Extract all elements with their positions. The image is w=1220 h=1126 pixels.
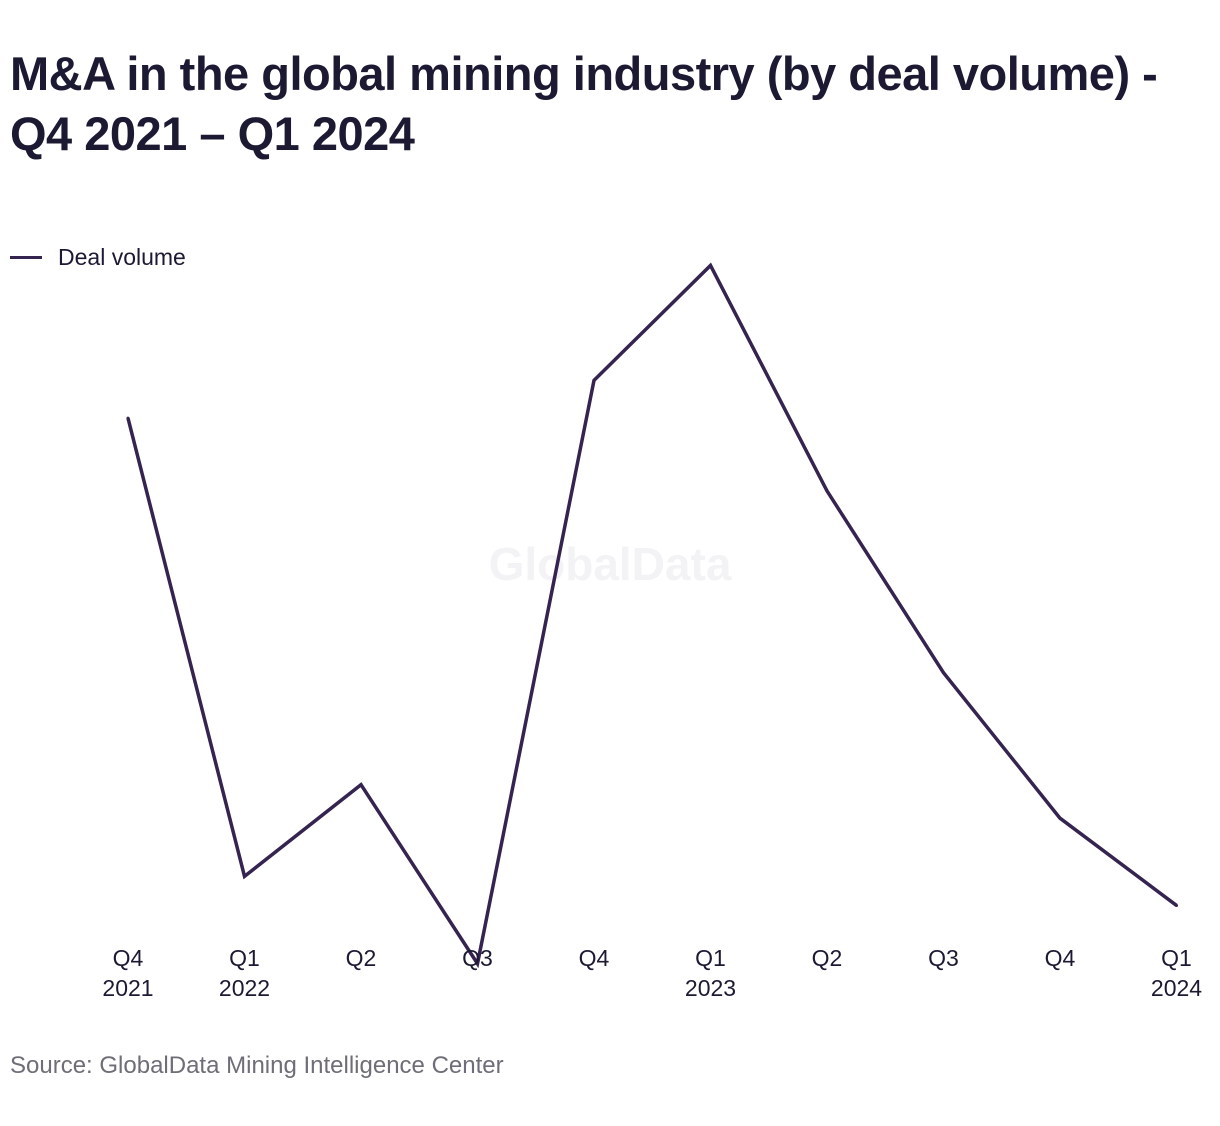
series-line-deal-volume	[126, 262, 1178, 969]
data-point	[126, 416, 130, 420]
x-tick-label: Q3	[462, 945, 493, 971]
chart-title: M&A in the global mining industry (by de…	[10, 47, 1158, 160]
data-point	[476, 962, 479, 966]
data-point	[359, 783, 363, 787]
x-tick-label: Q3	[928, 945, 959, 971]
x-tick-label: Q1 2022	[219, 945, 270, 1001]
data-point	[592, 378, 596, 382]
source-note: Source: GlobalData Mining Intelligence C…	[10, 1052, 504, 1079]
x-tick-label: Q4	[1045, 945, 1076, 971]
data-point	[709, 263, 712, 267]
data-point	[243, 874, 246, 878]
watermark: GlobalData	[489, 538, 732, 590]
x-tick-label: Q2	[346, 945, 377, 971]
x-tick-label: Q1 2024	[1151, 945, 1202, 1001]
data-point	[942, 671, 945, 675]
legend: Deal volume	[10, 242, 186, 272]
data-point	[1058, 816, 1062, 820]
x-tick-label: Q1 2023	[685, 945, 736, 1001]
legend-swatch-deal-volume	[10, 255, 42, 259]
x-tick-label: Q4	[579, 945, 610, 971]
data-point	[825, 489, 829, 493]
legend-label-deal-volume: Deal volume	[58, 243, 186, 270]
data-point	[1175, 903, 1178, 907]
x-tick-label: Q2	[812, 945, 843, 971]
x-tick-label: Q4 2021	[102, 945, 153, 1001]
